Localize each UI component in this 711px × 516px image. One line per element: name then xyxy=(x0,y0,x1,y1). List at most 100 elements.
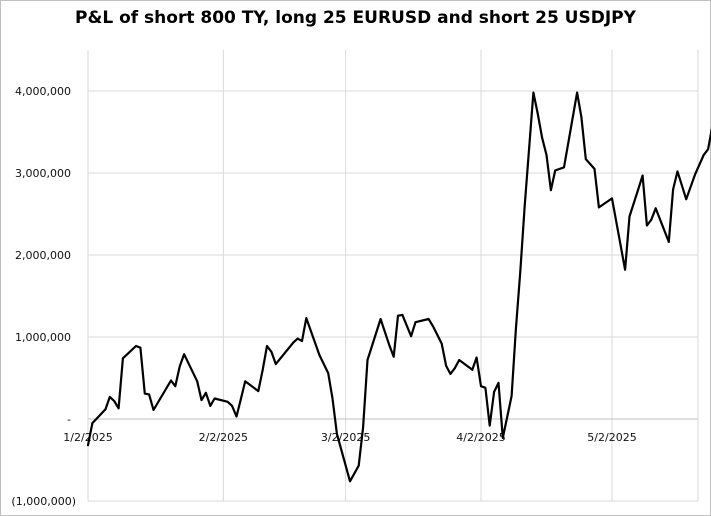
data-point xyxy=(685,198,688,201)
data-point xyxy=(707,148,709,151)
x-tick-label: 5/2/2025 xyxy=(587,431,636,444)
x-tick-label: 3/2/2025 xyxy=(321,431,370,444)
data-point xyxy=(628,215,631,218)
data-point xyxy=(305,317,308,320)
data-point xyxy=(523,204,526,207)
data-point xyxy=(432,325,434,328)
data-point xyxy=(231,404,234,407)
data-point xyxy=(143,392,146,395)
data-point xyxy=(397,314,399,317)
data-point xyxy=(449,373,452,375)
data-point xyxy=(270,350,273,353)
data-point xyxy=(87,444,89,447)
data-point xyxy=(261,368,264,371)
data-point xyxy=(497,382,500,384)
data-point xyxy=(235,415,238,418)
data-point xyxy=(493,391,495,393)
data-point xyxy=(536,113,539,115)
data-point xyxy=(148,393,151,396)
data-point xyxy=(349,480,351,483)
data-point xyxy=(170,379,172,382)
data-point xyxy=(174,385,177,388)
data-point xyxy=(301,340,303,342)
data-point xyxy=(331,397,334,400)
data-point xyxy=(336,432,338,435)
data-point xyxy=(200,399,203,402)
data-point xyxy=(488,424,491,427)
data-point xyxy=(676,170,679,173)
data-point xyxy=(108,395,111,398)
data-point xyxy=(501,436,504,439)
data-point xyxy=(580,116,583,119)
data-point xyxy=(104,408,107,411)
y-tick-label: 3,000,000 xyxy=(15,167,71,180)
data-point xyxy=(239,398,242,401)
y-tick-label: 2,000,000 xyxy=(15,249,71,262)
data-point xyxy=(414,321,417,324)
data-point xyxy=(519,270,522,273)
data-point xyxy=(183,353,185,356)
data-point xyxy=(532,91,535,94)
data-point xyxy=(257,390,260,393)
series-line xyxy=(86,91,711,483)
data-point xyxy=(113,400,116,402)
data-point xyxy=(484,386,487,389)
y-tick-label: (1,000,000) xyxy=(11,495,76,508)
data-point xyxy=(401,313,404,316)
data-point xyxy=(266,345,268,347)
data-point xyxy=(226,400,229,403)
data-point xyxy=(91,422,94,424)
data-point xyxy=(327,372,330,374)
data-point xyxy=(292,341,295,344)
data-point xyxy=(510,395,513,397)
data-point xyxy=(584,158,587,160)
data-point xyxy=(135,345,137,347)
data-point xyxy=(379,318,382,320)
data-point xyxy=(209,404,212,407)
data-point xyxy=(196,380,199,383)
data-point xyxy=(244,380,247,383)
data-point xyxy=(549,189,552,192)
data-point xyxy=(515,327,517,330)
data-point xyxy=(475,356,478,359)
data-point xyxy=(641,174,644,177)
data-point xyxy=(694,173,696,176)
data-point xyxy=(702,154,705,156)
data-point xyxy=(611,197,613,200)
data-point xyxy=(362,426,364,429)
data-point xyxy=(541,136,544,139)
data-point xyxy=(646,224,648,227)
data-point xyxy=(563,166,565,169)
data-point xyxy=(178,365,181,368)
data-point xyxy=(296,337,299,340)
data-point xyxy=(213,397,216,400)
data-point xyxy=(117,407,120,410)
data-point xyxy=(139,346,142,349)
data-point xyxy=(392,355,395,358)
data-point xyxy=(366,359,369,361)
data-point xyxy=(554,169,557,172)
data-point xyxy=(445,364,447,367)
data-point xyxy=(545,154,548,156)
x-tick-label: 1/2/2025 xyxy=(63,431,112,444)
data-point xyxy=(598,206,600,209)
data-point xyxy=(152,409,155,411)
chart-title: P&L of short 800 TY, long 25 EURUSD and … xyxy=(75,8,636,28)
y-tick-label: 1,000,000 xyxy=(15,331,71,344)
data-point xyxy=(458,359,461,361)
y-tick-label: 4,000,000 xyxy=(15,85,71,98)
data-point xyxy=(480,385,482,388)
data-point xyxy=(440,342,443,345)
data-point xyxy=(471,368,474,371)
data-point xyxy=(576,91,578,94)
y-tick-label: - xyxy=(67,413,71,426)
data-point xyxy=(274,363,277,365)
data-point xyxy=(637,188,640,191)
data-point xyxy=(672,188,675,191)
data-point xyxy=(593,168,596,170)
data-point xyxy=(318,354,321,356)
data-point xyxy=(427,318,430,320)
data-point xyxy=(624,268,626,271)
